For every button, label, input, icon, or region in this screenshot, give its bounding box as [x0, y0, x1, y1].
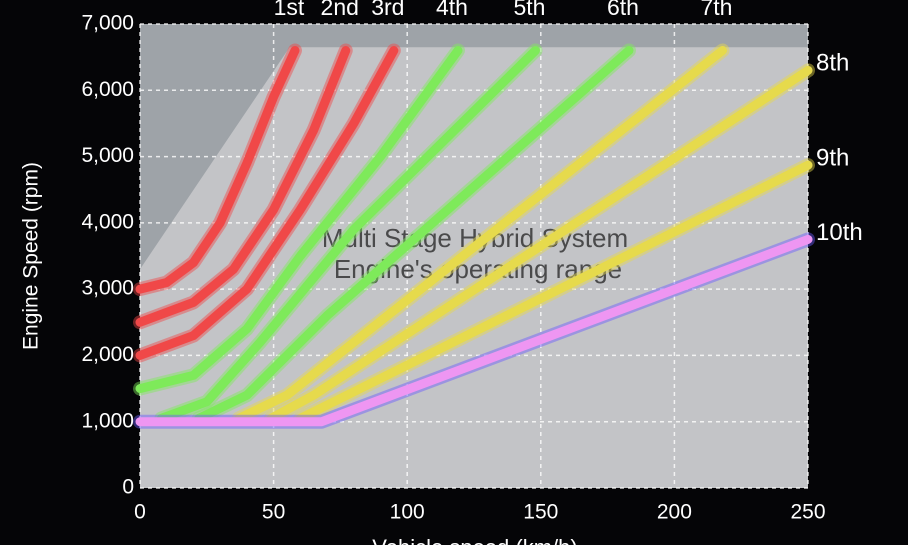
y-tick-label: 5,000: [81, 144, 134, 167]
series-label: 8th: [816, 50, 849, 77]
line: [135, 46, 351, 327]
x-tick-label: 250: [790, 501, 825, 524]
series-label: 3rd: [371, 0, 404, 20]
y-tick-label: 3,000: [81, 277, 134, 300]
line: [135, 46, 300, 294]
series-label: 10th: [816, 219, 863, 246]
line: [266, 65, 813, 423]
x-tick-label: 100: [390, 501, 425, 524]
x-tick-label: 200: [657, 501, 692, 524]
series-label: 9th: [816, 145, 849, 172]
x-axis-label: Vehicle speed (km/h): [372, 535, 577, 545]
series-label: 5th: [513, 0, 545, 20]
series-label: 6th: [607, 0, 639, 20]
x-tick-label: 0: [134, 501, 146, 524]
series-label: 7th: [701, 0, 733, 20]
series-label: 4th: [436, 0, 468, 20]
line: [194, 46, 634, 423]
y-axis-label: Engine Speed (rpm): [20, 162, 43, 350]
line: [234, 46, 727, 423]
y-tick-label: 7,000: [81, 12, 134, 35]
series-label: 1st: [274, 0, 305, 20]
series-label: 2nd: [321, 0, 359, 20]
line: [135, 234, 813, 427]
y-tick-label: 2,000: [81, 343, 134, 366]
y-tick-label: 6,000: [81, 78, 134, 101]
line: [295, 160, 813, 423]
y-tick-label: 1,000: [81, 409, 134, 432]
labels-layer: 0 1,000 2,000 3,000 4,000 5,000 6,000 7,000 0 50 1…: [81, 0, 862, 524]
line: [135, 46, 399, 360]
x-tick-label: 50: [262, 501, 285, 524]
lines-layer: [133, 43, 815, 429]
y-tick-label: 0: [122, 476, 134, 499]
line: [135, 46, 463, 394]
line: [156, 46, 540, 423]
y-tick-label: 4,000: [81, 210, 134, 233]
x-tick-label: 150: [523, 501, 558, 524]
